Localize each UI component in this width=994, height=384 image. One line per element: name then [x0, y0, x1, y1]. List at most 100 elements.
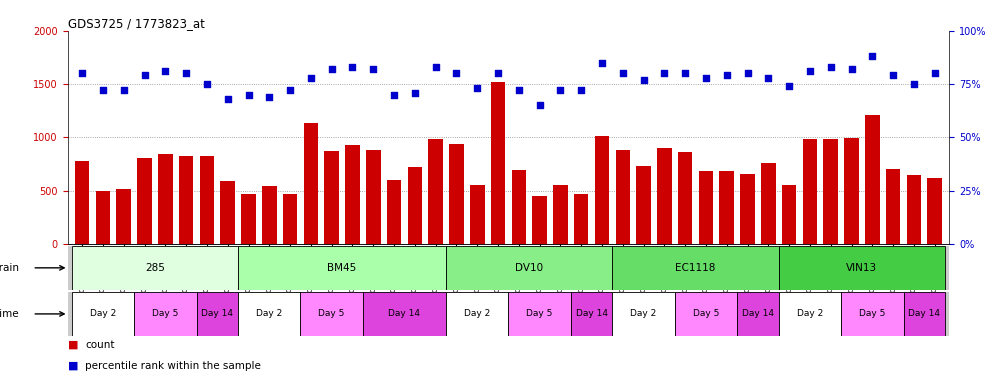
Text: ■: ■ [68, 340, 79, 350]
Text: Day 2: Day 2 [89, 310, 116, 318]
Bar [512, 170, 526, 244]
Text: BM45: BM45 [327, 263, 357, 273]
Point [823, 64, 839, 70]
Point [677, 70, 693, 76]
Text: strain: strain [0, 263, 19, 273]
Bar [72, 292, 134, 336]
Text: Day 14: Day 14 [742, 310, 774, 318]
Text: Day 2: Day 2 [256, 310, 282, 318]
Point [760, 74, 776, 81]
Point [241, 91, 256, 98]
Point [386, 91, 402, 98]
Text: DV10: DV10 [515, 263, 544, 273]
Point [220, 96, 236, 102]
Bar [615, 150, 630, 244]
Point [865, 53, 881, 60]
Point [656, 70, 672, 76]
Bar [720, 171, 734, 244]
Text: Day 5: Day 5 [527, 310, 553, 318]
Bar [95, 190, 110, 244]
Text: Day 14: Day 14 [909, 310, 940, 318]
Bar [408, 167, 422, 244]
Point [594, 60, 610, 66]
Bar [300, 292, 363, 336]
Point [303, 74, 319, 81]
Point [261, 94, 277, 100]
Point [615, 70, 631, 76]
Text: Day 2: Day 2 [797, 310, 823, 318]
Point [740, 70, 755, 76]
Text: EC1118: EC1118 [675, 263, 716, 273]
Point [199, 81, 215, 87]
Bar [449, 144, 464, 244]
Point [157, 68, 173, 74]
Bar [197, 292, 239, 336]
Bar [428, 139, 443, 244]
Text: GDS3725 / 1773823_at: GDS3725 / 1773823_at [68, 17, 205, 30]
Bar [675, 292, 738, 336]
Bar [324, 151, 339, 244]
Bar [363, 292, 446, 336]
Bar [158, 154, 173, 244]
Point [553, 87, 569, 93]
Bar [446, 292, 508, 336]
Bar [574, 194, 588, 244]
Bar [907, 175, 921, 244]
Bar [841, 292, 904, 336]
Text: Day 5: Day 5 [318, 310, 345, 318]
Bar [927, 178, 942, 244]
Text: 285: 285 [145, 263, 165, 273]
Text: ■: ■ [68, 361, 79, 371]
Point [366, 66, 382, 72]
Point [574, 87, 589, 93]
Text: Day 14: Day 14 [202, 310, 234, 318]
Point [532, 102, 548, 108]
Bar [509, 292, 571, 336]
Bar [533, 196, 547, 244]
Bar [239, 292, 300, 336]
Bar [303, 123, 318, 244]
Bar [446, 246, 612, 290]
Bar [200, 156, 214, 244]
Point [511, 87, 527, 93]
Point [490, 70, 506, 76]
Text: Day 5: Day 5 [152, 310, 179, 318]
Text: Day 14: Day 14 [389, 310, 420, 318]
Bar [738, 292, 778, 336]
Bar [262, 186, 276, 244]
Bar [865, 115, 880, 244]
Point [136, 73, 152, 79]
Bar [75, 161, 89, 244]
Bar [823, 139, 838, 244]
Bar [612, 246, 778, 290]
Bar [741, 174, 754, 244]
Text: count: count [85, 340, 115, 350]
Bar [778, 246, 945, 290]
Point [448, 70, 464, 76]
Bar [72, 246, 239, 290]
Point [802, 68, 818, 74]
Bar [239, 246, 446, 290]
Bar [803, 139, 817, 244]
Bar [116, 189, 131, 244]
Point [345, 64, 361, 70]
Text: Day 2: Day 2 [464, 310, 490, 318]
Bar [904, 292, 945, 336]
Text: Day 2: Day 2 [630, 310, 657, 318]
Text: percentile rank within the sample: percentile rank within the sample [85, 361, 261, 371]
Bar [612, 292, 675, 336]
Bar [636, 166, 651, 244]
Point [282, 87, 298, 93]
Bar [283, 194, 297, 244]
Point [407, 89, 422, 96]
Point [698, 74, 714, 81]
Point [886, 73, 902, 79]
Point [719, 73, 735, 79]
Point [95, 87, 111, 93]
Point [178, 70, 194, 76]
Text: time: time [0, 309, 19, 319]
Bar [657, 148, 672, 244]
Bar [366, 150, 381, 244]
Bar [553, 185, 568, 244]
Text: VIN13: VIN13 [846, 263, 878, 273]
